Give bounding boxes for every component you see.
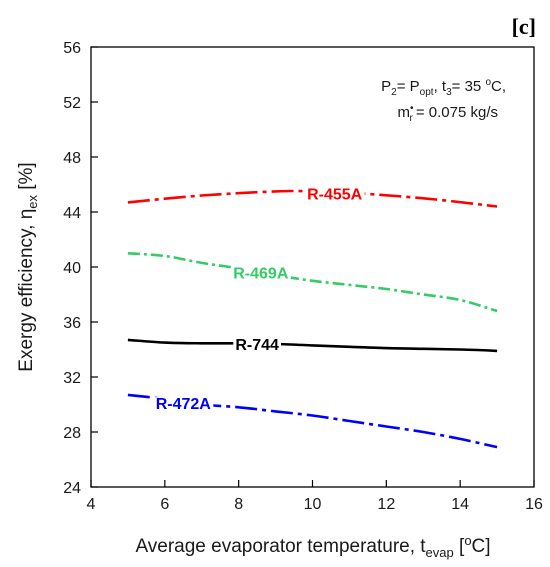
series-label-bg [305, 187, 365, 203]
series-label-r-455a: R-455A [307, 186, 363, 203]
y-tick-label: 24 [63, 480, 81, 497]
series-label-r-469a: R-469A [233, 266, 289, 283]
y-tick-label: 56 [63, 40, 81, 57]
x-tick-label: 6 [160, 496, 169, 513]
y-tick-label: 32 [63, 370, 81, 387]
series-line-r-469a [127, 252, 498, 313]
y-tick-label: 48 [63, 150, 81, 167]
series-line-r-744 [127, 338, 498, 353]
series-label-bg [231, 266, 291, 282]
x-tick-label: 8 [234, 496, 243, 513]
condition-line-1: P2= Popt, t3= 35 oC, [381, 77, 506, 98]
y-tick-label: 28 [63, 425, 81, 442]
x-tick-label: 10 [304, 496, 322, 513]
y-tick-label: 52 [63, 95, 81, 112]
y-tick-label: 36 [63, 315, 81, 332]
x-tick-label: 4 [87, 496, 96, 513]
panel-label: [c] [512, 14, 536, 39]
y-tick-label: 44 [63, 205, 81, 222]
series-label-bg [233, 338, 282, 353]
condition-line-2: m• r = 0.075 kg/s [397, 103, 498, 124]
series-label-bg [153, 397, 214, 413]
x-tick-label: 12 [377, 496, 395, 513]
axis-tick-labels: 4 6 8 10 12 14 16 24 28 32 36 40 44 48 52 56 [63, 40, 543, 513]
y-axis-title: Exergy efficiency, ηex [%] [16, 162, 40, 371]
x-tick-label: 16 [525, 496, 543, 513]
axis-ticks [90, 46, 535, 488]
x-tick-label: 14 [451, 496, 469, 513]
series-labels: R-455A R-469A R-744 R-472A [153, 186, 365, 413]
series-label-r-472a: R-472A [156, 396, 212, 413]
x-axis-title: Average evaporator temperature, tevap [o… [135, 533, 490, 560]
y-tick-label: 40 [63, 260, 81, 277]
series-label-r-744: R-744 [235, 337, 279, 354]
